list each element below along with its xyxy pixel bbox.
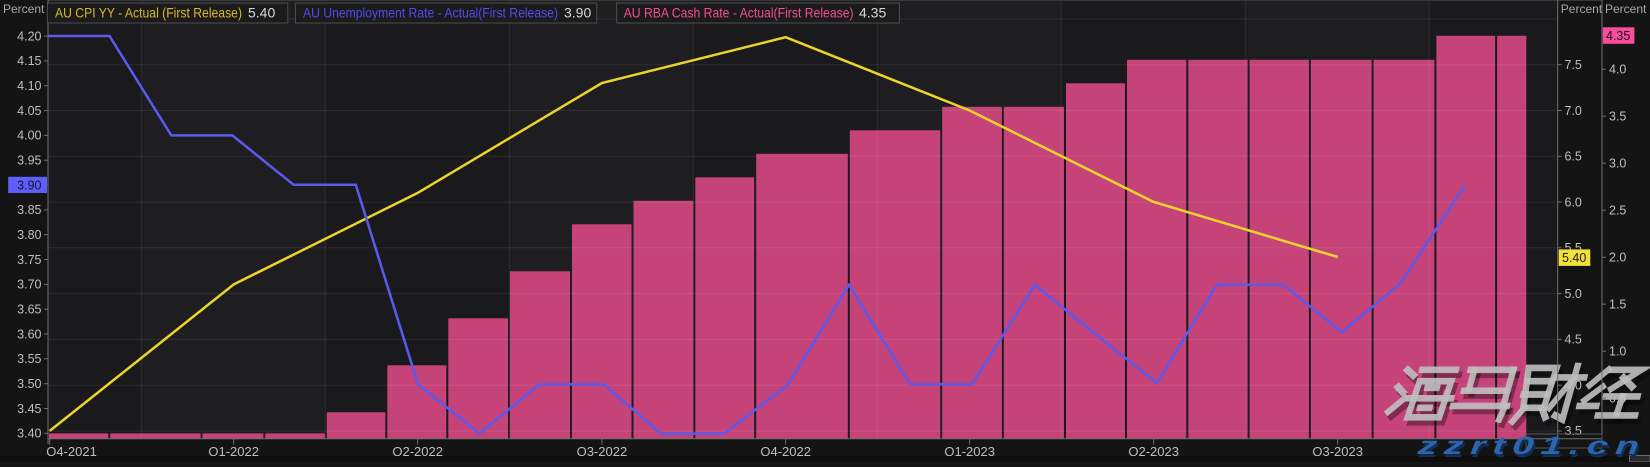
svg-text:4.15: 4.15 bbox=[17, 54, 41, 68]
svg-text:zzrt01.cn: zzrt01.cn bbox=[1415, 432, 1647, 460]
svg-text:6.0: 6.0 bbox=[1565, 195, 1582, 209]
svg-text:AU Unemployment Rate - Actual(: AU Unemployment Rate - Actual(First Rele… bbox=[303, 5, 558, 21]
svg-text:3.75: 3.75 bbox=[17, 253, 41, 267]
svg-text:3.90: 3.90 bbox=[564, 5, 591, 21]
svg-text:4.05: 4.05 bbox=[17, 104, 41, 118]
svg-text:6.5: 6.5 bbox=[1565, 150, 1582, 164]
svg-text:3.5: 3.5 bbox=[1609, 110, 1626, 124]
svg-text:3.85: 3.85 bbox=[17, 203, 41, 217]
svg-text:3.80: 3.80 bbox=[17, 228, 41, 242]
svg-text:2.5: 2.5 bbox=[1609, 204, 1626, 218]
svg-text:3.0: 3.0 bbox=[1609, 157, 1626, 171]
svg-text:5.0: 5.0 bbox=[1565, 287, 1582, 301]
svg-text:4.5: 4.5 bbox=[1565, 333, 1582, 347]
svg-text:5.40: 5.40 bbox=[248, 5, 275, 21]
svg-text:3.90: 3.90 bbox=[17, 178, 41, 192]
svg-text:4.10: 4.10 bbox=[17, 79, 41, 93]
svg-text:3.65: 3.65 bbox=[17, 303, 41, 317]
svg-text:3.60: 3.60 bbox=[17, 327, 41, 341]
svg-text:AU RBA Cash Rate - Actual(Firs: AU RBA Cash Rate - Actual(First Release) bbox=[624, 5, 854, 21]
svg-text:2.0: 2.0 bbox=[1609, 251, 1626, 265]
svg-text:3.45: 3.45 bbox=[17, 402, 41, 416]
svg-text:4.00: 4.00 bbox=[17, 129, 41, 143]
svg-text:3.40: 3.40 bbox=[17, 427, 41, 441]
svg-text:1.5: 1.5 bbox=[1609, 298, 1626, 312]
svg-text:Percent: Percent bbox=[1561, 2, 1603, 16]
svg-text:Percent: Percent bbox=[1605, 2, 1647, 16]
svg-text:4.20: 4.20 bbox=[17, 29, 41, 43]
svg-text:3.95: 3.95 bbox=[17, 154, 41, 168]
svg-text:4.0: 4.0 bbox=[1609, 63, 1626, 77]
svg-text:0.5: 0.5 bbox=[1609, 392, 1626, 406]
svg-text:4.0: 4.0 bbox=[1565, 379, 1582, 393]
svg-text:3.70: 3.70 bbox=[17, 278, 41, 292]
svg-text:AU CPI YY - Actual (First Rele: AU CPI YY - Actual (First Release) bbox=[55, 5, 242, 21]
svg-text:5.40: 5.40 bbox=[1562, 251, 1586, 265]
svg-text:7.0: 7.0 bbox=[1565, 104, 1582, 118]
svg-text:Percent: Percent bbox=[3, 2, 45, 16]
svg-text:4.35: 4.35 bbox=[859, 5, 886, 21]
svg-text:1.0: 1.0 bbox=[1609, 345, 1626, 359]
svg-text:3.55: 3.55 bbox=[17, 352, 41, 366]
svg-text:3.50: 3.50 bbox=[17, 377, 41, 391]
svg-text:7.5: 7.5 bbox=[1565, 58, 1582, 72]
svg-text:4.35: 4.35 bbox=[1606, 29, 1630, 43]
